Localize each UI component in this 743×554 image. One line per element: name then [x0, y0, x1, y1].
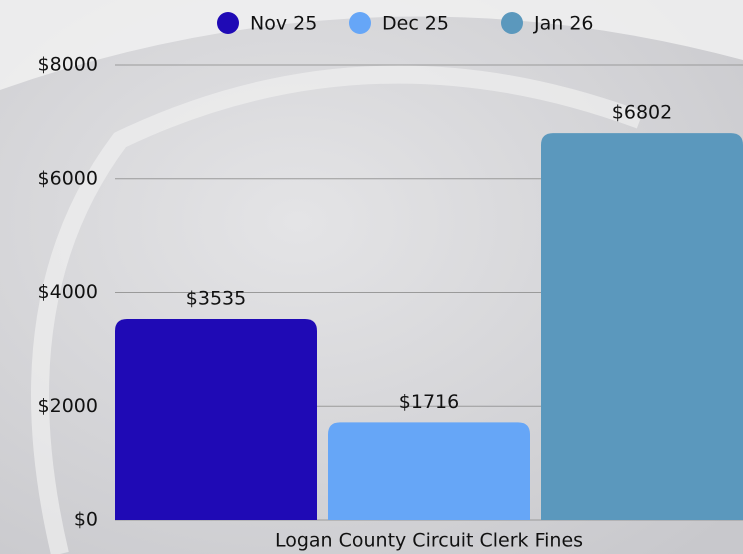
legend-marker: [349, 12, 371, 34]
x-tick-label: Logan County Circuit Clerk Fines: [275, 530, 583, 552]
legend-marker: [501, 12, 523, 34]
y-tick-label: $0: [74, 509, 98, 531]
legend-label: Jan 26: [533, 13, 594, 35]
bar: [115, 318, 317, 520]
y-tick-label: $6000: [38, 167, 98, 189]
bar: [328, 422, 530, 520]
watermark: [0, 0, 743, 90]
value-label: $6802: [612, 102, 672, 124]
y-tick-label: $4000: [38, 281, 98, 303]
legend-label: Dec 25: [382, 13, 449, 35]
watermark: [31, 65, 644, 554]
legend-label: Nov 25: [250, 13, 317, 35]
bar: [541, 133, 743, 521]
legend-marker: [217, 12, 239, 34]
y-tick-label: $2000: [38, 395, 98, 417]
value-label: $1716: [399, 391, 459, 413]
y-tick-label: $8000: [38, 54, 98, 76]
value-label: $3535: [186, 287, 246, 309]
